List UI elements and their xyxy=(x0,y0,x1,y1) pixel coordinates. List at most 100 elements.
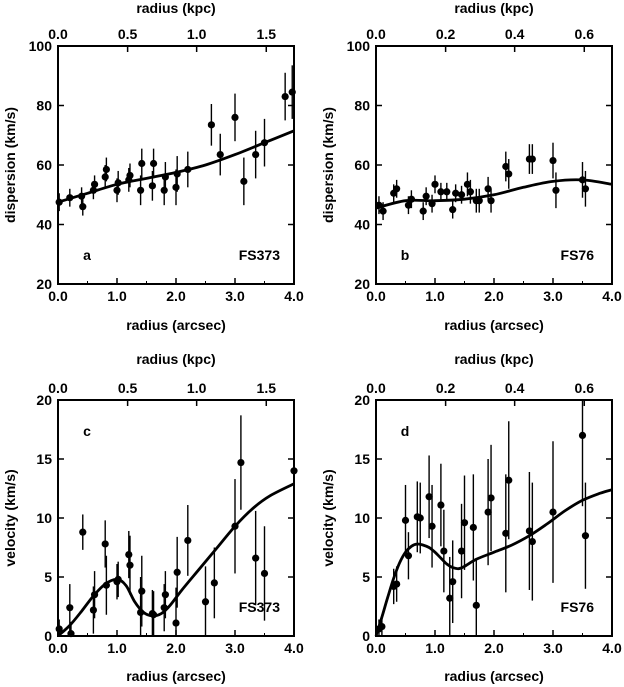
x-tick-label: 2.0 xyxy=(484,288,504,304)
data-point xyxy=(379,207,387,215)
data-point xyxy=(375,201,383,209)
y-tick-label: 40 xyxy=(36,217,52,233)
data-point xyxy=(102,581,110,589)
panel-d: 0.0 1.0 2.0 3.0 4.0 0 5 10 15 20 0.0 0.2 0.4 0.6 ra… xyxy=(320,351,622,684)
x-tick-label: 3.0 xyxy=(225,640,245,656)
data-point xyxy=(102,165,110,174)
y-tick-label: 80 xyxy=(354,98,370,114)
y-tick-label: 5 xyxy=(362,569,370,585)
object-label: FS373 xyxy=(239,599,280,615)
model-curve xyxy=(374,488,613,637)
data-point xyxy=(260,569,269,578)
x-tick-label: 3.0 xyxy=(543,640,563,656)
axis-ticks xyxy=(375,399,613,637)
data-point xyxy=(66,604,74,612)
x-tick-label: 2.0 xyxy=(166,640,186,656)
data-point xyxy=(172,183,180,191)
data-point xyxy=(240,177,248,185)
x-axis-label: radius (arcsec) xyxy=(444,668,544,684)
data-point xyxy=(449,206,457,214)
top-tick-label: 0.0 xyxy=(366,26,386,42)
top-x-tick-labels: 0.0 0.5 1.0 1.5 xyxy=(48,26,276,42)
data-point xyxy=(502,162,510,171)
data-point xyxy=(428,200,436,208)
top-tick-label: 0.0 xyxy=(48,380,68,396)
x-tick-label: 2.0 xyxy=(166,288,186,304)
x-tick-label: 3.0 xyxy=(225,288,245,304)
data-point xyxy=(425,493,433,501)
top-tick-label: 0.4 xyxy=(505,380,525,396)
y-tick-label: 5 xyxy=(44,569,52,585)
x-tick-label: 0.0 xyxy=(366,640,386,656)
y-tick-label: 10 xyxy=(36,510,52,526)
data-point xyxy=(466,188,474,196)
top-tick-label: 0.4 xyxy=(505,26,525,42)
panel-letter: b xyxy=(401,247,410,263)
x-tick-label: 4.0 xyxy=(284,288,304,304)
top-x-axis-label: radius (kpc) xyxy=(454,351,533,367)
data-point xyxy=(449,578,457,586)
data-point xyxy=(437,188,445,196)
data-point xyxy=(505,170,513,178)
data-point xyxy=(137,608,145,617)
x-tick-label: 0.0 xyxy=(366,288,386,304)
data-point xyxy=(113,186,121,194)
data-point xyxy=(231,113,239,121)
top-tick-label: 0.2 xyxy=(436,380,456,396)
x-tick-label: 4.0 xyxy=(284,640,304,656)
x-tick-label: 1.0 xyxy=(425,288,445,304)
data-point xyxy=(184,536,192,545)
data-point xyxy=(401,516,410,524)
data-point xyxy=(528,538,536,546)
data-point xyxy=(90,591,99,599)
top-tick-label: 0.6 xyxy=(575,26,595,42)
object-label: FS76 xyxy=(561,599,595,615)
x-axis-label: radius (arcsec) xyxy=(444,317,544,333)
panel-letter: a xyxy=(83,247,91,263)
data-point xyxy=(114,575,122,583)
y-tick-label: 0 xyxy=(44,628,52,644)
x-tick-labels: 0.0 1.0 2.0 3.0 4.0 xyxy=(48,288,304,304)
data-point xyxy=(578,176,587,184)
data-point xyxy=(393,580,401,588)
data-point xyxy=(184,165,192,174)
top-tick-label: 0.5 xyxy=(118,26,138,42)
data-points xyxy=(55,415,298,638)
top-tick-label: 0.0 xyxy=(366,380,386,396)
data-point xyxy=(252,554,260,562)
y-axis-label: velocity (km/s) xyxy=(2,469,18,566)
panel-b: 0.0 1.0 2.0 3.0 4.0 20 40 60 80 100 0.0 0.2 0.4 0.6… xyxy=(320,0,622,333)
data-point xyxy=(172,619,180,627)
data-point xyxy=(260,139,269,147)
data-point xyxy=(79,528,87,536)
data-point xyxy=(149,611,158,619)
data-point xyxy=(160,186,168,194)
data-point xyxy=(528,155,536,163)
data-point xyxy=(173,170,181,178)
data-point xyxy=(505,476,513,484)
data-point xyxy=(237,458,245,467)
top-x-axis-label: radius (kpc) xyxy=(136,351,215,367)
y-tick-label: 40 xyxy=(354,217,370,233)
panel-letter: d xyxy=(401,423,410,439)
data-point xyxy=(207,121,215,129)
data-point xyxy=(487,197,495,205)
x-tick-label: 1.0 xyxy=(107,640,127,656)
top-tick-label: 1.0 xyxy=(187,26,207,42)
x-tick-labels: 0.0 1.0 2.0 3.0 4.0 xyxy=(48,640,304,656)
data-point xyxy=(404,552,413,560)
axis-ticks xyxy=(375,45,613,285)
data-point xyxy=(452,189,460,197)
data-point xyxy=(428,522,436,530)
y-tick-labels: 0 5 10 15 20 xyxy=(354,392,370,644)
data-point xyxy=(79,203,87,211)
top-x-tick-labels: 0.0 0.5 1.0 1.5 xyxy=(48,380,276,396)
object-label: FS373 xyxy=(239,247,280,263)
panel-letter: c xyxy=(83,423,91,439)
data-point xyxy=(525,527,534,535)
x-tick-labels: 0.0 1.0 2.0 3.0 4.0 xyxy=(366,640,622,656)
top-tick-label: 0.2 xyxy=(436,26,456,42)
data-point xyxy=(440,547,448,555)
y-tick-label: 20 xyxy=(36,276,52,292)
y-tick-label: 10 xyxy=(354,510,370,526)
